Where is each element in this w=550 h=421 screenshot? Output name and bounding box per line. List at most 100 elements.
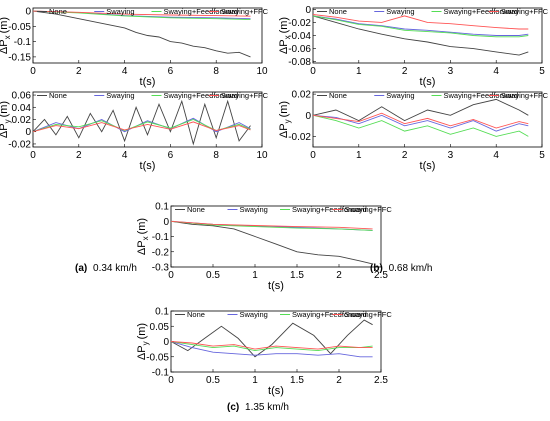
y-axis-label-main: ΔP (0, 123, 10, 138)
x-tick-label: 2.5 (374, 270, 388, 281)
legend-label-swaying-ffc: Swaying+FFC (501, 91, 549, 100)
y-axis-label-main: ΔP (136, 345, 148, 360)
y-tick-label: 0.1 (155, 202, 169, 213)
series-line-swaying-feedforward (313, 15, 529, 38)
x-tick-label: 8 (213, 150, 219, 161)
y-axis-label: ΔPx(m) (136, 218, 150, 255)
series-line-none (171, 220, 373, 265)
legend-label-none: None (49, 91, 67, 100)
y-axis-label-unit: (m) (136, 218, 148, 235)
y-tick-label: 0 (163, 337, 169, 348)
series-line-swaying-ffc (313, 112, 529, 129)
y-tick-label: -0.06 (288, 44, 311, 55)
y-axis-label-sub: y (3, 119, 12, 123)
x-tick-label: 4 (493, 150, 499, 161)
y-axis-label-main: ΔP (278, 123, 290, 138)
axes-frame (170, 310, 382, 373)
legend-label-swaying-feedforward: Swaying+Feedforward (444, 7, 519, 16)
legend-label-none: None (49, 7, 67, 16)
y-axis-label-unit: (m) (0, 17, 10, 34)
series-line-none (33, 99, 251, 146)
x-tick-label: 2.5 (374, 375, 388, 386)
x-tick-label: 6 (168, 150, 174, 161)
y-tick-label: -0.02 (8, 139, 31, 150)
caption-c-letter: (c) (227, 402, 239, 413)
legend-label-swaying-ffc: Swaying+FFC (501, 7, 549, 16)
y-axis-label: ΔPy(m) (278, 101, 292, 138)
chart-b-top: 0 1 2 3 4 5 0 -0.02 -0.04 -0.06 -0.08 t(s) ΔPx(m) Non… (278, 5, 549, 88)
series-line-swaying (313, 114, 529, 132)
series-line-swaying (171, 341, 373, 358)
series-line-swaying-feedforward (171, 220, 373, 231)
x-axis-label: t(s) (268, 280, 284, 292)
y-axis-label-sub: x (141, 236, 150, 240)
caption-c: (c) 1.35 km/h (227, 402, 289, 413)
y-tick-label: -0.05 (8, 22, 31, 33)
x-tick-label: 0 (310, 66, 316, 77)
y-tick-label: -0.2 (152, 247, 170, 258)
y-tick-label: 0.06 (12, 91, 32, 102)
y-tick-label: 0.02 (292, 90, 312, 101)
y-tick-label: -0.04 (288, 31, 311, 42)
series-line-none (313, 15, 529, 56)
x-tick-label: 0 (168, 270, 174, 281)
x-tick-label: 6 (168, 66, 174, 77)
caption-b-letter: (b) (370, 263, 383, 274)
x-tick-label: 3 (448, 66, 454, 77)
x-tick-label: 0 (168, 375, 174, 386)
x-tick-label: 1 (252, 270, 258, 281)
y-tick-label: -0.02 (288, 132, 311, 143)
x-tick-label: 5 (539, 66, 545, 77)
y-tick-label: -0.08 (288, 57, 311, 68)
series-line-swaying-feedforward (313, 114, 529, 137)
x-tick-label: 4 (122, 150, 128, 161)
legend-label-swaying-feedforward: Swaying+Feedforward (444, 91, 519, 100)
chart-c-top: 0 0.5 1 1.5 2 2.5 0.1 0 -0.1 -0.2 -0.3 t(s) ΔPx(m) No… (136, 202, 392, 293)
series-line-swaying-ffc (33, 10, 251, 17)
x-tick-label: 8 (213, 66, 219, 77)
x-axis-label: t(s) (420, 76, 436, 88)
x-tick-label: 0 (310, 150, 316, 161)
y-axis-label-main: ΔP (136, 240, 148, 255)
y-tick-label: 0 (25, 127, 31, 138)
y-axis-label-unit: (m) (278, 101, 290, 118)
legend-label-swaying-ffc: Swaying+FFC (345, 310, 393, 319)
caption-a-letter: (a) (75, 263, 87, 274)
x-tick-label: 2 (402, 150, 408, 161)
legend-label-none: None (329, 7, 347, 16)
x-tick-label: 1 (252, 375, 258, 386)
x-tick-label: 2 (336, 270, 342, 281)
caption-b: (b) 0.68 km/h (370, 263, 432, 274)
x-axis-label: t(s) (140, 160, 156, 172)
x-tick-label: 4 (493, 66, 499, 77)
series-line-swaying-ffc (313, 14, 529, 30)
x-tick-label: 0.5 (206, 270, 220, 281)
y-axis-label: ΔPx(m) (278, 17, 292, 54)
axes-frame (312, 91, 543, 148)
y-tick-label: 0.05 (150, 322, 170, 333)
y-axis-label-sub: x (283, 35, 292, 39)
y-tick-label: -0.1 (152, 232, 170, 243)
legend-label-none: None (187, 310, 205, 319)
x-axis-label: t(s) (140, 76, 156, 88)
chart-b-bot: 0 1 2 3 4 5 -0.02 0 0.02 t(s) ΔPy(m) None Swaying Swa… (278, 90, 549, 172)
y-axis-label-unit: (m) (136, 323, 148, 340)
legend-label-swaying-ffc: Swaying+FFC (221, 7, 269, 16)
y-tick-label: 0.1 (155, 307, 169, 318)
y-tick-label: 0 (25, 7, 31, 18)
legend-label-swaying: Swaying (386, 7, 414, 16)
legend-label-swaying-ffc: Swaying+FFC (345, 205, 393, 214)
chart-a-top: 0 2 4 6 8 10 0 -0.05 -0.1 -0.15 t(s) ΔPx(m) None Sway… (0, 7, 269, 88)
caption-c-text: 1.35 km/h (245, 402, 289, 413)
legend-label-swaying: Swaying (386, 91, 414, 100)
y-tick-label: 0 (305, 5, 311, 16)
y-axis-label: ΔPy(m) (0, 101, 12, 138)
y-tick-label: 0.04 (12, 103, 32, 114)
y-axis-label-sub: y (283, 119, 292, 123)
x-tick-label: 4 (122, 66, 128, 77)
legend-label-swaying: Swaying (240, 205, 268, 214)
series-line-swaying-feedforward (33, 10, 251, 21)
